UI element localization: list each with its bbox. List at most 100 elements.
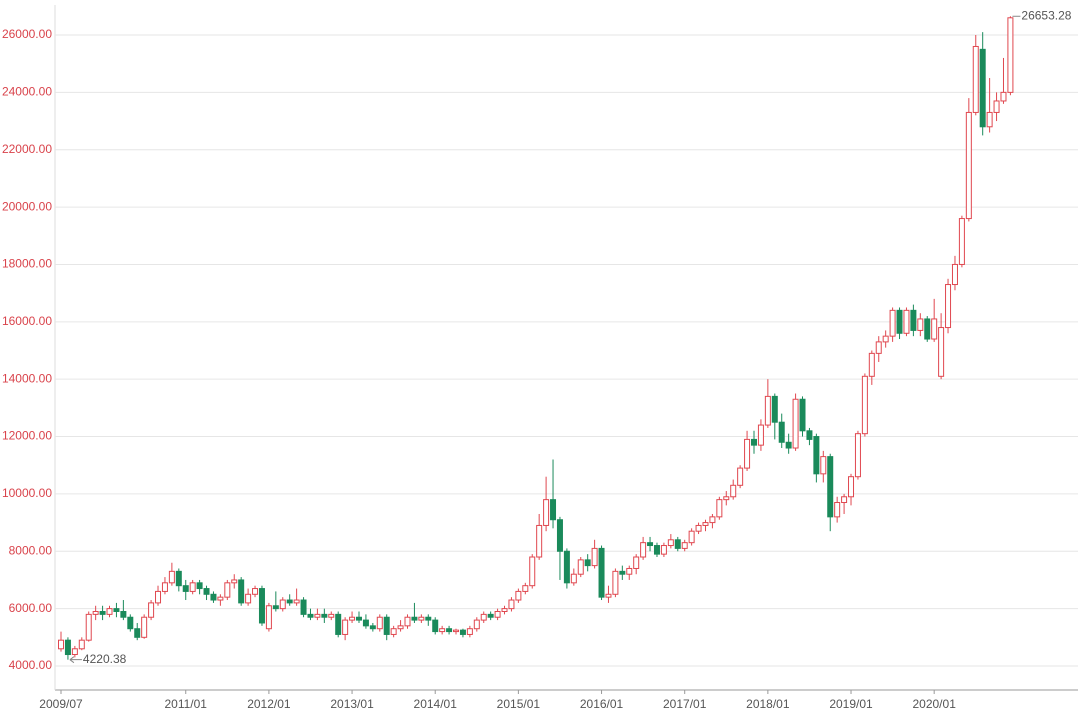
candle-body xyxy=(85,613,92,641)
candle-body xyxy=(64,639,71,656)
y-tick-label: 22000.00 xyxy=(2,142,52,156)
candle-body xyxy=(550,499,557,521)
candle-body xyxy=(612,570,619,595)
candle-body xyxy=(854,433,861,478)
y-tick-label: 6000.00 xyxy=(9,601,53,615)
candle-body xyxy=(508,599,515,610)
candle-body xyxy=(404,616,411,627)
candle-body xyxy=(640,542,647,558)
candle-body xyxy=(286,599,293,604)
candle-body xyxy=(965,111,972,220)
candle-body xyxy=(217,596,224,601)
x-tick-label: 2012/01 xyxy=(247,697,291,711)
candle-body xyxy=(515,590,522,601)
max-label: 26653.28 xyxy=(1021,8,1071,22)
candle-body xyxy=(175,570,182,587)
candle-body xyxy=(168,570,175,584)
candle-body xyxy=(917,318,924,331)
candle-body xyxy=(570,573,577,584)
candle-body xyxy=(785,441,792,449)
candle-body xyxy=(501,608,508,612)
candle-body xyxy=(231,579,238,584)
candle-body xyxy=(674,539,681,549)
candle-body xyxy=(716,499,723,518)
candle-body xyxy=(751,438,757,446)
candle-body xyxy=(653,545,660,555)
x-tick-label: 2019/01 xyxy=(829,697,873,711)
candle-body xyxy=(660,545,667,555)
candle-body xyxy=(355,616,362,621)
candle-body xyxy=(106,608,113,615)
y-tick-label: 26000.00 xyxy=(2,27,52,41)
candle-body xyxy=(383,616,390,635)
candle-body xyxy=(473,619,480,630)
candle-body xyxy=(418,616,425,621)
candle-body xyxy=(529,556,536,587)
candle-body xyxy=(972,45,979,113)
candle-body xyxy=(148,602,155,618)
candle-body xyxy=(924,318,931,340)
candle-body xyxy=(321,613,328,618)
candle-body xyxy=(210,593,217,601)
candle-body xyxy=(258,588,265,624)
candle-body xyxy=(376,616,383,630)
candle-body xyxy=(203,588,210,595)
candle-body xyxy=(522,585,529,592)
y-tick-label: 20000.00 xyxy=(2,199,52,213)
candle-body xyxy=(238,579,245,604)
candle-body xyxy=(868,352,875,377)
candle-body xyxy=(744,438,751,469)
candle-body xyxy=(951,263,958,286)
candle-body xyxy=(771,395,778,423)
candle-body xyxy=(875,341,882,354)
candle-body xyxy=(896,309,903,334)
candle-body xyxy=(799,398,806,432)
candle-body xyxy=(155,590,162,604)
candle-body xyxy=(806,430,813,440)
candle-body xyxy=(979,48,986,128)
candle-body xyxy=(1007,17,1014,93)
candle-body xyxy=(141,616,148,638)
candle-body xyxy=(737,467,744,486)
candle-body xyxy=(453,629,460,633)
candle-body xyxy=(127,616,134,630)
candle-body xyxy=(730,484,737,498)
candle-body xyxy=(196,582,203,590)
candle-body xyxy=(619,570,626,575)
candle-body xyxy=(245,593,252,604)
candle-body xyxy=(78,639,85,650)
candle-body xyxy=(667,539,674,547)
candle-body xyxy=(556,519,563,552)
x-tick-label: 2009/07 xyxy=(39,697,83,711)
x-tick-label: 2020/01 xyxy=(912,697,956,711)
candle-body xyxy=(134,628,141,638)
candle-body xyxy=(764,395,771,426)
candle-body xyxy=(113,608,120,612)
candle-body xyxy=(543,499,550,526)
candle-body xyxy=(335,613,342,635)
x-tick-label: 2013/01 xyxy=(330,697,374,711)
y-tick-label: 18000.00 xyxy=(2,257,52,271)
candle-body xyxy=(265,605,272,630)
x-tick-label: 2017/01 xyxy=(663,697,707,711)
candle-body xyxy=(224,582,231,598)
candle-body xyxy=(252,588,259,595)
candle-body xyxy=(792,398,799,449)
candle-body xyxy=(903,309,910,334)
min-pointer xyxy=(69,656,82,664)
candle-body xyxy=(841,496,848,504)
candle-body xyxy=(120,610,127,618)
candle-body xyxy=(432,619,439,633)
candle-body xyxy=(757,424,764,446)
candle-body xyxy=(993,100,1000,113)
candle-body xyxy=(307,613,314,618)
min-label: 4220.38 xyxy=(83,652,127,666)
candle-body xyxy=(577,559,584,575)
y-tick-label: 4000.00 xyxy=(9,658,53,672)
candle-body xyxy=(328,613,335,618)
candle-body xyxy=(827,456,834,518)
x-tick-label: 2011/01 xyxy=(164,697,207,711)
candle-body xyxy=(834,502,841,518)
